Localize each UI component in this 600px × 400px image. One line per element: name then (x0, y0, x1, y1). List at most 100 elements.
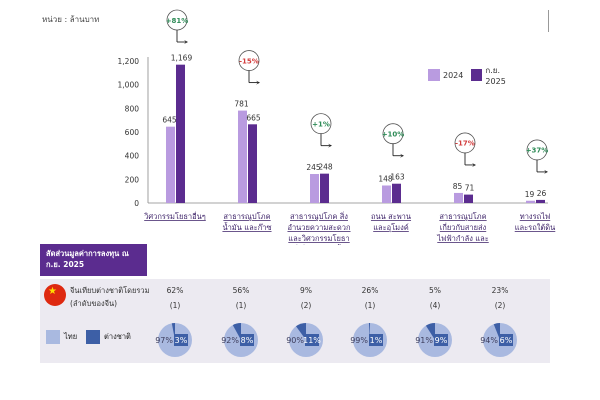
y-tick-label: 200 (125, 175, 140, 184)
pie-foreign-1 (232, 323, 241, 340)
x-category-label-3: และอุโมงค์ (373, 223, 409, 232)
china-share-1: 56% (232, 286, 250, 295)
china-rank-5: (2) (494, 301, 506, 310)
pie-thai-label-4: 91% (415, 336, 433, 345)
china-flag-icon: ★ (44, 284, 66, 306)
bar-label-2024-4: 85 (453, 182, 463, 191)
change-arrow-4 (472, 162, 476, 167)
pie-foreign-4 (425, 323, 435, 340)
bar-label-2025-2: 248 (318, 163, 333, 172)
pie-thai-label-3: 99% (350, 336, 368, 345)
bar-label-2024-3: 148 (378, 174, 393, 183)
pie-foreign-label-1: 8% (241, 336, 254, 345)
bar-2024-3 (382, 185, 391, 203)
change-arrow-0 (184, 40, 188, 44)
bar-2025-1 (248, 124, 257, 203)
bar-2024-2 (310, 174, 319, 203)
y-tick-label: 800 (125, 104, 140, 113)
bar-label-2024-5: 19 (525, 190, 535, 199)
chart-legend: 2024 ก.ย. 2025 (428, 64, 528, 86)
legend-label-2024: 2024 (443, 70, 464, 80)
china-row-label: จีนเทียบต่างชาติโดยรวม (ลำดับของจีน) (70, 286, 150, 308)
china-row-band (40, 279, 550, 319)
change-label-0: +81% (166, 17, 189, 25)
bar-label-2025-5: 26 (537, 189, 547, 198)
change-label-1: -15% (239, 57, 259, 65)
x-category-label-1: สาธารณูปโภค (223, 212, 270, 221)
x-category-label-2: ที่เกี่ยวข้องในน้ำ (293, 244, 345, 245)
ownership-pies: 97% 3% 92% 8% 90% 11% 99% 1% 91% 9% 94% 6% (155, 323, 517, 357)
pie-foreign-label-bg-1 (240, 334, 254, 346)
unit-label: หน่วย : ล้านบาท (42, 15, 100, 24)
bar-2024-5 (526, 200, 535, 203)
pie-foreign-label-bg-2 (305, 334, 319, 346)
pie-foreign-label-bg-4 (434, 334, 448, 346)
change-arrow-5 (544, 169, 548, 174)
legend-item-2025: ก.ย. 2025 (471, 64, 520, 86)
bar-2024-1 (238, 110, 247, 203)
x-category-label-2: และวิศวกรรมโยธา (288, 234, 349, 243)
bar-2025-5 (536, 199, 545, 203)
change-label-4: -17% (455, 140, 475, 148)
x-category-label-2: อำนวยความสะดวก (287, 223, 350, 232)
x-category-label-0: วิศวกรรมโยธาอื่นๆ (143, 211, 205, 221)
y-tick-label: 0 (134, 199, 139, 208)
pie-foreign-label-3: 1% (370, 336, 383, 345)
frame-divider (548, 10, 549, 32)
china-rank-2: (2) (300, 301, 312, 310)
pie-foreign-label-0: 3% (175, 336, 188, 345)
x-category-label-4: ไฟฟ้ากำลัง และ (436, 234, 488, 243)
pie-foreign-label-bg-3 (369, 334, 383, 346)
china-share-0: 62% (166, 286, 184, 295)
y-tick-label: 400 (125, 152, 140, 161)
ownership-legend-thai: ไทย (46, 330, 77, 344)
y-tick-label: 600 (125, 128, 140, 137)
legend-swatch-2024 (428, 69, 440, 81)
bar-label-2024-1: 781 (234, 100, 249, 109)
bar-label-2025-3: 163 (390, 173, 405, 182)
pie-thai-label-0: 97% (155, 336, 173, 345)
table-header: สัดส่วนมูลค่าการลงทุน ณ ก.ย. 2025 (40, 244, 147, 276)
bar-2025-4 (464, 194, 473, 203)
ownership-legend-foreign: ต่างชาติ (86, 330, 131, 344)
change-label-5: +37% (526, 147, 549, 155)
foreign-swatch (86, 330, 100, 344)
pie-foreign-2 (296, 323, 306, 340)
y-tick-label: 1,000 (118, 81, 140, 90)
china-share-4: 5% (429, 286, 441, 295)
bar-2024-4 (454, 192, 463, 203)
bar-label-2025-4: 71 (465, 184, 475, 193)
thai-legend-label: ไทย (64, 332, 78, 341)
thai-swatch (46, 330, 60, 344)
pie-thai-label-5: 94% (480, 336, 498, 345)
x-category-label-3: ถนน สะพาน (371, 212, 411, 221)
china-share-3: 26% (361, 286, 379, 295)
bar-2025-2 (320, 173, 329, 203)
x-category-label-4: สาธารณูปโภค (439, 212, 486, 221)
bar-2024-0 (166, 126, 175, 203)
pie-foreign-5 (493, 323, 500, 340)
china-rank-0: (1) (169, 301, 181, 310)
pie-thai-label-2: 90% (286, 336, 304, 345)
x-category-label-5: ทางรถไฟ (520, 212, 550, 221)
change-arrow-2 (328, 143, 332, 148)
china-rank-3: (1) (364, 301, 376, 310)
legend-item-2024: 2024 (428, 69, 463, 81)
change-label-3: +10% (382, 131, 405, 139)
pie-foreign-label-4: 9% (435, 336, 448, 345)
china-rank-1: (1) (235, 301, 247, 310)
x-category-label-1: น้ำมัน และก๊าซ (222, 222, 271, 232)
pie-foreign-label-bg-0 (174, 334, 188, 346)
change-label-2: +1% (312, 120, 330, 128)
bar-2025-3 (392, 183, 401, 203)
china-share-5: 23% (491, 286, 509, 295)
bar-label-2025-1: 665 (246, 113, 261, 122)
foreign-legend-label: ต่างชาติ (104, 332, 131, 341)
change-arrow-1 (256, 80, 260, 85)
china-share-2: 9% (300, 286, 312, 295)
y-tick-label: 1,200 (118, 57, 140, 66)
pie-thai-label-1: 92% (221, 336, 239, 345)
legend-swatch-2025 (471, 69, 483, 81)
bar-label-2025-0: 1,169 (171, 54, 193, 63)
x-category-label-4: เกี่ยวกับสายส่ง (440, 222, 487, 232)
